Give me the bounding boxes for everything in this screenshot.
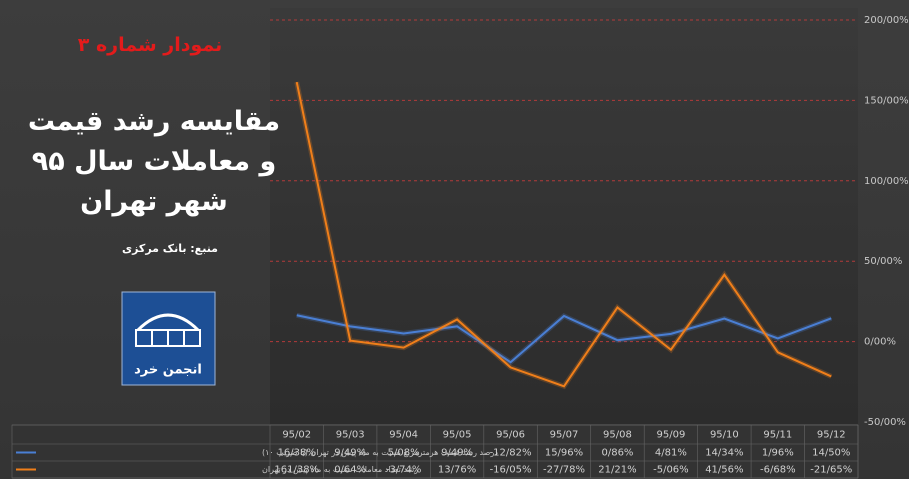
x-tick-label: 95/08 xyxy=(603,430,632,441)
table-value: 9/49% xyxy=(334,448,366,459)
x-tick-label: 95/02 xyxy=(282,430,311,441)
y-tick-label: 200/00% xyxy=(864,15,909,26)
table-value: 5/08% xyxy=(388,448,420,459)
table-value: -21/65% xyxy=(810,465,852,476)
table-value: 9/49% xyxy=(441,448,473,459)
table-value: 4/81% xyxy=(655,448,687,459)
table-value: 16/38% xyxy=(278,448,316,459)
series-line xyxy=(295,81,832,388)
table-value: -27/78% xyxy=(543,465,585,476)
table-value: 0/64% xyxy=(334,465,366,476)
x-tick-label: 95/11 xyxy=(763,430,792,441)
table-value: -16/05% xyxy=(490,465,532,476)
y-tick-label: 0/00% xyxy=(864,337,896,348)
table-value: -3/74% xyxy=(386,465,422,476)
table-value: -6/68% xyxy=(760,465,796,476)
table-value: 161/38% xyxy=(274,465,319,476)
logo: انجمن خرد xyxy=(121,291,216,386)
table-value: 14/50% xyxy=(812,448,850,459)
table-value: 0/86% xyxy=(601,448,633,459)
x-tick-label: 95/10 xyxy=(710,430,739,441)
y-tick-label: 100/00% xyxy=(864,176,909,187)
table-value: 1/96% xyxy=(762,448,794,459)
x-tick-label: 95/12 xyxy=(817,430,846,441)
y-tick-label: -50/00% xyxy=(864,417,906,428)
table-value: 41/56% xyxy=(705,465,743,476)
table-bg xyxy=(11,424,859,479)
x-tick-label: 95/04 xyxy=(389,430,418,441)
logo-text: انجمن خرد xyxy=(134,363,202,378)
x-tick-label: 95/03 xyxy=(336,430,365,441)
x-tick-label: 95/05 xyxy=(443,430,472,441)
source: منبع: بانک مرکزی xyxy=(122,242,218,255)
y-tick-label: 50/00% xyxy=(864,256,902,267)
table-value: -5/06% xyxy=(653,465,689,476)
table-value: 21/21% xyxy=(598,465,636,476)
chart-number: نمودار شماره ۳ xyxy=(77,34,223,56)
x-tick-label: 95/09 xyxy=(656,430,685,441)
plot-area xyxy=(270,8,858,424)
table-value: 13/76% xyxy=(438,465,476,476)
series-line xyxy=(296,314,832,364)
chart-title: مقایسه رشد قیمت و معاملات سال ۹۵ شهر تهر… xyxy=(27,106,281,217)
table-value: -12/82% xyxy=(490,448,532,459)
table-value: 15/96% xyxy=(545,448,583,459)
legend-label: رشد تعداد معاملات نسبت به ماه پیش در تهر… xyxy=(262,465,418,474)
y-tick-label: 150/00% xyxy=(864,95,909,106)
legend-label: درصد رشد قیمت هرمترمربع نسبت به ماه پیش … xyxy=(262,448,498,457)
x-tick-label: 95/06 xyxy=(496,430,525,441)
table-value: 14/34% xyxy=(705,448,743,459)
x-tick-label: 95/07 xyxy=(550,430,579,441)
